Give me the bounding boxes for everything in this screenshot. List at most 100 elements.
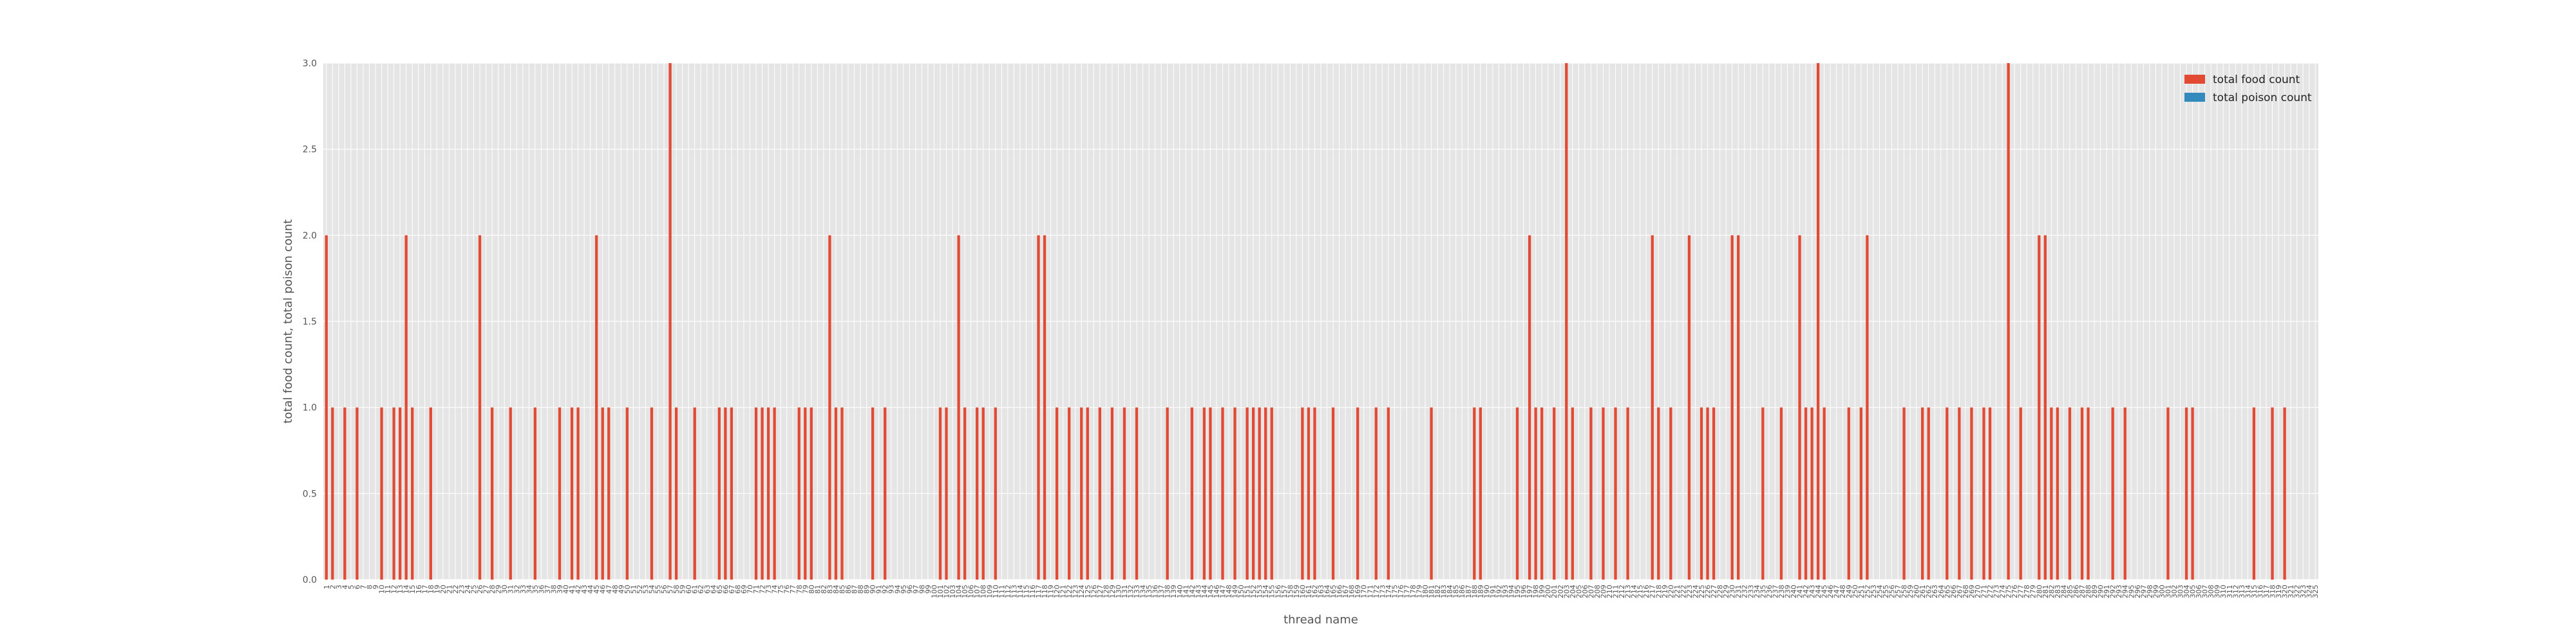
x-tick-label: 160: [1298, 585, 1307, 598]
x-tick-label: 106: [967, 585, 976, 598]
x-tick-label: 131: [1121, 585, 1129, 598]
bar-food: [1166, 407, 1169, 580]
x-tick-label: 251: [1857, 585, 1866, 598]
bar-food: [1055, 407, 1059, 580]
x-tick-label: 234: [1753, 585, 1761, 598]
x-tick-label: 246: [1826, 585, 1835, 598]
x-tick-label: 297: [2139, 585, 2148, 598]
x-tick-label: 138: [1164, 585, 1172, 598]
x-tick-label: 8: [365, 585, 374, 589]
x-tick-label: 148: [1225, 585, 1233, 598]
x-tick-label: 23: [457, 585, 466, 594]
x-tick-label: 170: [1360, 585, 1368, 598]
x-tick-label: 209: [1599, 585, 1607, 598]
x-tick-label: 63: [703, 585, 712, 594]
x-tick-label: 9: [372, 585, 380, 589]
bar-food: [2019, 407, 2022, 580]
x-tick-label: 213: [1624, 585, 1633, 598]
x-tick-label: 254: [1875, 585, 1884, 598]
x-tick-label: 3: [335, 585, 343, 589]
x-tick-label: 144: [1200, 585, 1209, 598]
x-tick-label: 228: [1716, 585, 1725, 598]
bar-food: [1687, 235, 1691, 580]
x-tick-label: 215: [1636, 585, 1645, 598]
x-tick-label: 266: [1949, 585, 1958, 598]
x-tick-label: 185: [1452, 585, 1461, 598]
x-tick-label: 229: [1722, 585, 1730, 598]
x-tick-label: 176: [1397, 585, 1405, 598]
x-tick-label: 99: [924, 585, 933, 594]
x-tick-label: 274: [1998, 585, 2007, 598]
x-tick-label: 285: [2066, 585, 2074, 598]
bar-food: [392, 407, 395, 580]
bar-food: [595, 235, 598, 580]
bar-food: [509, 407, 512, 580]
x-tick-label: 11: [384, 585, 392, 594]
x-tick-label: 277: [2017, 585, 2025, 598]
legend-swatch-poison: [2184, 93, 2205, 102]
x-tick-label: 256: [1888, 585, 1897, 598]
x-tick-label: 59: [679, 585, 687, 594]
x-tick-label: 71: [752, 585, 761, 594]
bar-food: [945, 407, 948, 580]
x-tick-label: 103: [949, 585, 957, 598]
x-tick-label: 113: [1010, 585, 1018, 598]
x-tick-label: 69: [740, 585, 748, 594]
bar-food: [938, 407, 942, 580]
x-tick-label: 235: [1759, 585, 1767, 598]
y-tick-label: 1.5: [303, 317, 317, 327]
bar-food: [1515, 407, 1519, 580]
bar-food: [810, 407, 813, 580]
x-tick-label: 175: [1390, 585, 1399, 598]
x-tick-label: 128: [1102, 585, 1110, 598]
bar-food: [576, 407, 580, 580]
x-tick-label: 115: [1022, 585, 1030, 598]
y-tick-label: 1.0: [303, 403, 317, 413]
bar-food: [804, 407, 807, 580]
x-tick-label: 309: [2213, 585, 2222, 598]
bar-food: [668, 63, 672, 580]
x-tick-label: 149: [1231, 585, 1240, 598]
x-tick-label: 49: [617, 585, 625, 594]
x-tick-label: 55: [654, 585, 663, 594]
bar-food: [411, 407, 414, 580]
x-tick-label: 248: [1839, 585, 1847, 598]
x-tick-label: 65: [715, 585, 724, 594]
x-tick-label: 75: [777, 585, 785, 594]
x-tick-label: 134: [1139, 585, 1148, 598]
x-tick-label: 255: [1882, 585, 1890, 598]
bar-food: [1737, 235, 1740, 580]
x-tick-label: 140: [1176, 585, 1184, 598]
legend-swatch-food: [2184, 75, 2205, 84]
x-tick-label: 139: [1170, 585, 1178, 598]
x-tick-label: 82: [820, 585, 828, 594]
x-tick-label: 27: [482, 585, 491, 594]
x-tick-label: 95: [900, 585, 908, 594]
x-tick-label: 155: [1268, 585, 1276, 598]
bar-food: [1135, 407, 1139, 580]
bar-food: [2050, 407, 2053, 580]
x-tick-label: 101: [936, 585, 945, 598]
y-tick-label: 3.0: [303, 59, 317, 69]
x-tick-label: 265: [1943, 585, 1951, 598]
x-tick-label: 79: [801, 585, 810, 594]
x-tick-label: 231: [1734, 585, 1743, 598]
x-axis-ticks: 1234567891011121314151617181920212223242…: [323, 585, 2320, 598]
bar-food: [1387, 407, 1390, 580]
x-tick-label: 22: [451, 585, 460, 594]
x-tick-label: 87: [851, 585, 859, 594]
x-tick-label: 15: [408, 585, 417, 594]
x-tick-label: 76: [783, 585, 791, 594]
bar-food: [1479, 407, 1482, 580]
bar-food: [325, 235, 328, 580]
x-tick-label: 314: [2244, 585, 2252, 598]
x-tick-label: 282: [2047, 585, 2056, 598]
bar-food: [957, 235, 960, 580]
x-tick-label: 287: [2078, 585, 2087, 598]
bar-food: [2252, 407, 2256, 580]
x-tick-label: 78: [795, 585, 804, 594]
bar-food: [981, 407, 985, 580]
x-tick-label: 158: [1286, 585, 1294, 598]
x-tick-label: 207: [1587, 585, 1595, 598]
bar-food: [1110, 407, 1114, 580]
